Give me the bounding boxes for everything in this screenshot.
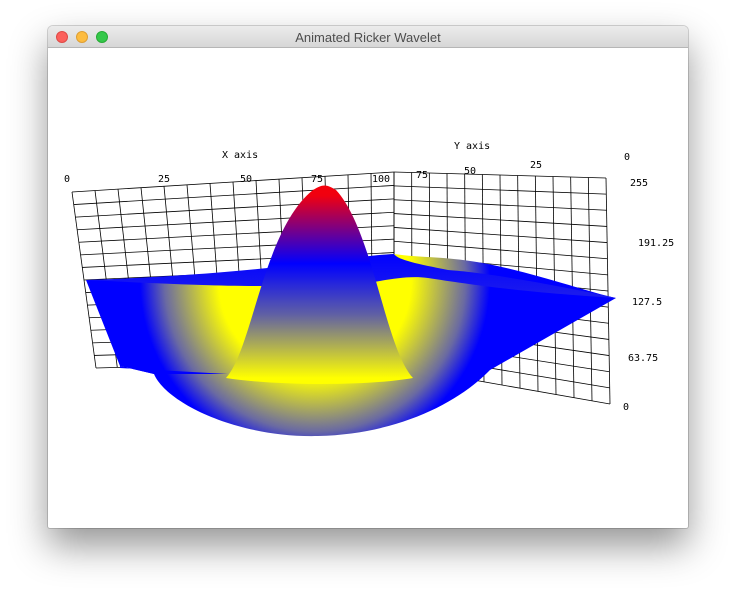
- minimize-button[interactable]: [76, 31, 88, 43]
- y-grid-hline: [393, 213, 607, 227]
- x-grid-hline: [73, 185, 395, 205]
- z-tick-label: 255: [630, 178, 648, 189]
- y-tick-label: 75: [416, 170, 428, 181]
- y-axis-ticks: 75 50 25 0: [416, 152, 630, 181]
- surface-plot[interactable]: X axis Y axis 0 25 50 75 100 75 50 25 0 255 191.…: [48, 48, 688, 528]
- x-tick-label: 0: [64, 174, 70, 185]
- wavelet-surface: [86, 185, 616, 437]
- close-button[interactable]: [56, 31, 68, 43]
- surface-near-edge: [120, 366, 228, 374]
- app-window: Animated Ricker Wavelet: [48, 26, 688, 528]
- z-axis-ticks: 255 191.25 127.5 63.75 0: [623, 178, 674, 413]
- z-tick-label: 63.75: [628, 353, 658, 364]
- y-grid-hline: [393, 227, 608, 243]
- surface-peak: [226, 185, 413, 384]
- y-tick-label: 50: [464, 166, 476, 177]
- x-tick-label: 100: [372, 174, 390, 185]
- z-tick-label: 127.5: [632, 297, 662, 308]
- x-tick-label: 25: [158, 174, 170, 185]
- plot-canvas[interactable]: X axis Y axis 0 25 50 75 100 75 50 25 0 255 191.…: [48, 48, 688, 528]
- y-grid-hline: [393, 240, 608, 260]
- axis-labels: X axis Y axis: [222, 141, 490, 161]
- x-axis-ticks: 0 25 50 75 100: [64, 174, 390, 185]
- x-tick-label: 50: [240, 174, 252, 185]
- y-grid-hline: [393, 171, 607, 179]
- x-grid-hline: [71, 171, 395, 193]
- y-grid-hline: [393, 199, 607, 211]
- x-tick-label: 75: [311, 174, 323, 185]
- z-tick-label: 191.25: [638, 238, 674, 249]
- x-axis-title: X axis: [222, 150, 258, 161]
- y-axis-title: Y axis: [454, 141, 490, 152]
- zoom-button[interactable]: [96, 31, 108, 43]
- y-tick-label: 0: [624, 152, 630, 163]
- y-tick-label: 25: [530, 160, 542, 171]
- window-title: Animated Ricker Wavelet: [295, 30, 441, 45]
- y-grid-hline: [393, 185, 607, 195]
- title-bar[interactable]: Animated Ricker Wavelet: [48, 26, 688, 48]
- z-tick-label: 0: [623, 402, 629, 413]
